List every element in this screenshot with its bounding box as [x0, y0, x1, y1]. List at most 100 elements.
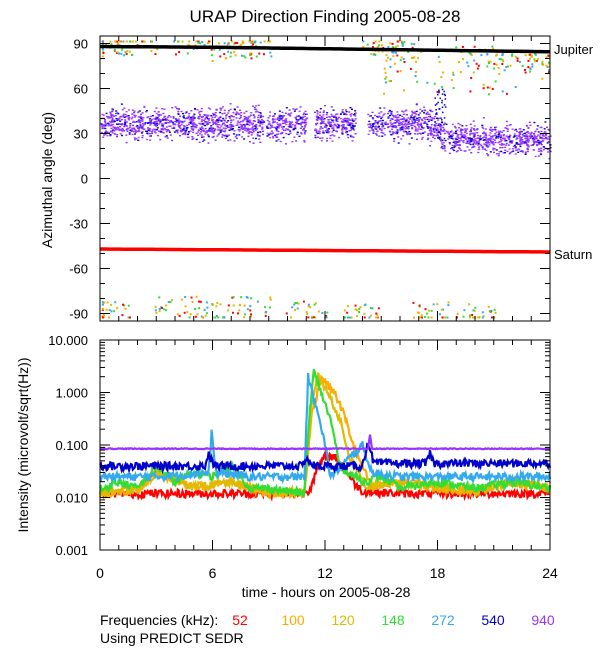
azimuth-point — [111, 120, 114, 123]
azimuth-point — [401, 128, 404, 131]
azimuth-point — [191, 301, 194, 304]
azimuth-point — [114, 40, 117, 43]
azimuth-point — [510, 151, 513, 153]
azimuth-point — [266, 127, 269, 129]
azimuth-point — [419, 133, 422, 135]
azimuth-point — [400, 56, 403, 59]
azimuth-point — [296, 133, 299, 136]
azimuth-point — [237, 312, 240, 315]
azimuth-point — [509, 124, 512, 126]
azimuth-point — [438, 136, 441, 139]
azimuth-point — [535, 135, 538, 138]
azimuth-point — [350, 126, 353, 129]
azimuth-point — [461, 125, 464, 127]
azimuth-point — [167, 301, 170, 304]
azimuth-point — [441, 130, 444, 132]
azimuth-point — [495, 149, 498, 151]
azimuth-point — [137, 139, 140, 142]
azimuth-point — [166, 121, 169, 124]
azimuth-point — [499, 140, 502, 143]
azimuth-point — [429, 145, 432, 147]
azimuth-point — [518, 128, 521, 130]
azimuth-point — [143, 40, 146, 43]
azimuth-point — [313, 111, 316, 114]
azimuth-point — [198, 110, 201, 113]
azimuth-point — [430, 130, 433, 133]
azimuth-point — [402, 121, 405, 123]
azimuth-point — [222, 130, 225, 132]
azimuth-point — [103, 301, 106, 304]
azimuth-point — [291, 121, 294, 123]
azimuth-point — [197, 129, 200, 131]
azimuth-point — [434, 124, 437, 127]
azimuth-point — [225, 121, 228, 124]
azimuth-point — [441, 143, 444, 146]
azimuth-point — [233, 51, 236, 54]
azimuth-point — [388, 130, 391, 133]
azimuth-point — [181, 40, 184, 43]
azimuth-point — [314, 134, 317, 137]
azimuth-point — [113, 120, 116, 123]
azimuth-point — [299, 118, 302, 120]
azimuth-point — [296, 307, 299, 310]
azimuth-point — [169, 116, 172, 118]
azimuth-point — [306, 117, 309, 119]
azimuth-point — [272, 120, 275, 123]
azimuth-point — [499, 131, 502, 133]
azimuth-point — [473, 45, 476, 48]
azimuth-point — [126, 127, 129, 130]
azimuth-point — [288, 109, 291, 111]
azimuth-point — [124, 119, 127, 121]
azimuth-point — [473, 309, 476, 312]
azimuth-point — [368, 316, 371, 319]
azimuth-point — [460, 132, 463, 134]
azimuth-point — [235, 117, 238, 119]
azimuth-point — [142, 122, 145, 125]
azimuth-point — [473, 59, 476, 62]
azimuth-point — [184, 112, 187, 114]
azimuth-point — [314, 302, 317, 305]
azimuth-point — [504, 127, 507, 129]
azimuth-point — [455, 150, 458, 153]
azimuth-point — [295, 108, 298, 110]
azimuth-point — [236, 120, 239, 122]
azimuth-point — [350, 113, 353, 115]
azimuth-point — [230, 124, 233, 127]
azimuth-point — [372, 129, 375, 131]
azimuth-point — [488, 128, 491, 131]
azimuth-point — [346, 120, 349, 122]
azimuth-point — [403, 119, 406, 121]
azimuth-point — [442, 111, 444, 114]
azimuth-point — [131, 124, 134, 127]
azimuth-point — [383, 127, 386, 130]
azimuth-point — [160, 128, 163, 130]
azimuth-point — [289, 132, 292, 134]
azimuth-point — [530, 55, 533, 58]
azimuth-point — [524, 71, 527, 74]
azimuth-point — [233, 42, 236, 45]
azimuth-point — [483, 136, 486, 138]
azimuth-point — [492, 138, 495, 140]
azimuth-point — [503, 137, 506, 139]
azimuth-point — [341, 132, 344, 134]
azimuth-point — [273, 118, 276, 120]
azimuth-point — [134, 40, 137, 43]
azimuth-point — [153, 121, 156, 123]
azimuth-point — [305, 311, 308, 314]
azimuth-point — [439, 125, 442, 127]
azimuth-point — [533, 142, 536, 144]
azimuth-point — [317, 117, 320, 120]
azimuth-point — [468, 137, 471, 140]
azimuth-point — [457, 122, 460, 125]
azimuth-point — [214, 112, 217, 114]
azimuth-point — [513, 144, 516, 147]
azimuth-point — [248, 115, 251, 118]
azimuth-point — [185, 127, 188, 129]
azimuth-point — [114, 133, 117, 135]
azimuth-point — [101, 126, 104, 128]
azimuth-point — [324, 130, 327, 132]
azimuth-point — [435, 128, 438, 131]
azimuth-point — [288, 120, 291, 123]
azimuth-point — [154, 132, 157, 134]
